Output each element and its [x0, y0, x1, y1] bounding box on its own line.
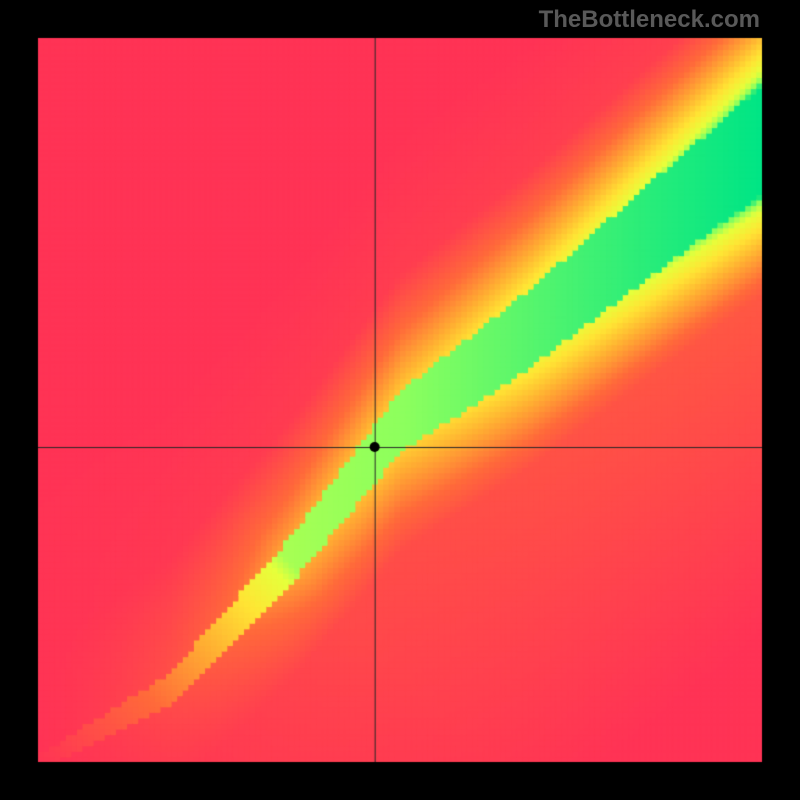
bottleneck-heatmap: [0, 0, 800, 800]
watermark-text: TheBottleneck.com: [539, 6, 760, 34]
